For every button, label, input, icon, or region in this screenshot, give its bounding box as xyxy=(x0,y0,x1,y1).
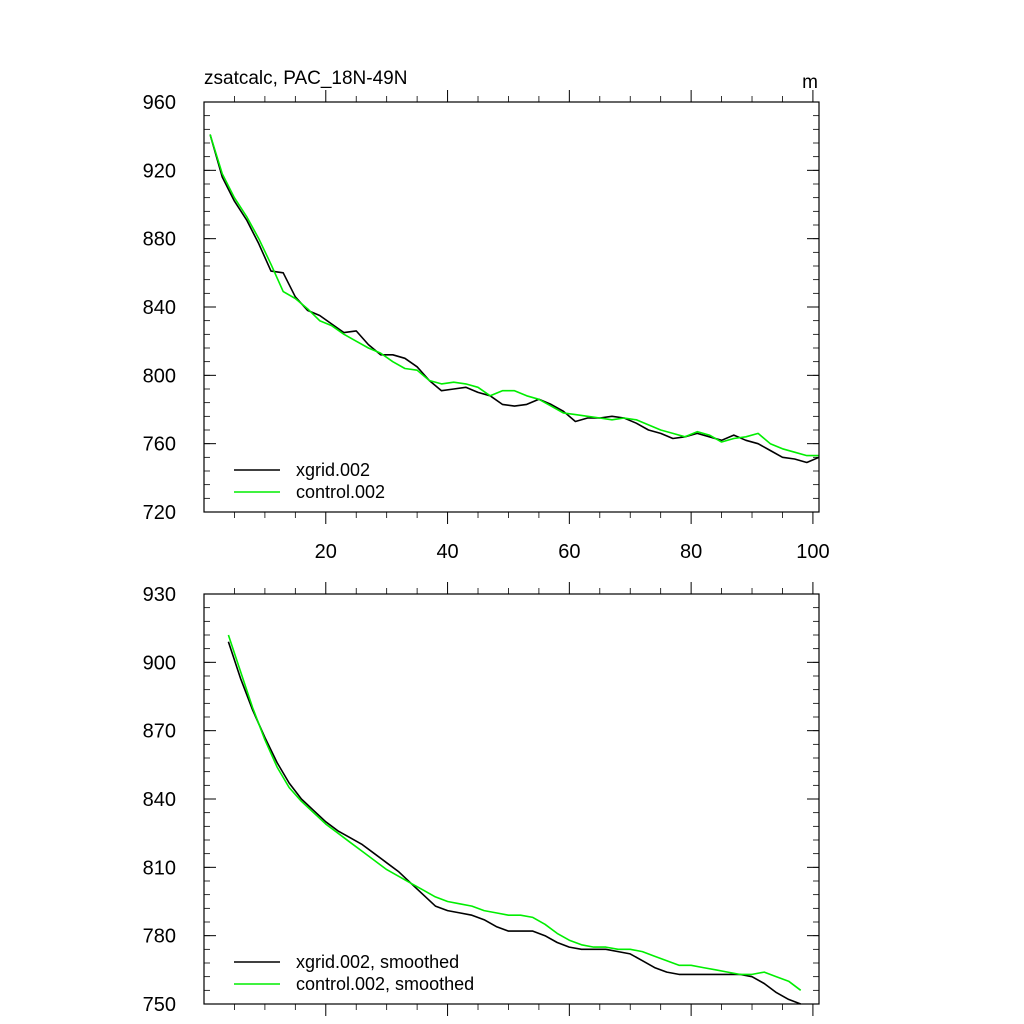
top-tick-marks xyxy=(204,90,819,524)
x-tick-label: 40 xyxy=(436,541,458,563)
units-label: m xyxy=(802,72,818,93)
bottom-panel: 750 780 810 840 870 900 930 xgrid.002, smoothe… xyxy=(143,582,820,1016)
y-tick-label: 920 xyxy=(143,160,176,182)
bottom-plot-frame xyxy=(203,593,820,1005)
y-tick-label: 840 xyxy=(143,297,176,319)
plot-title: zsatcalc, PAC_18N-49N xyxy=(204,68,407,89)
y-tick-label: 760 xyxy=(143,434,176,456)
y-tick-label: 900 xyxy=(143,652,176,674)
y-tick-label: 720 xyxy=(143,502,176,524)
top-panel: zsatcalc, PAC_18N-49N m 720 760 800 840 880 9… xyxy=(143,68,830,563)
legend-label: xgrid.002, smoothed xyxy=(296,952,459,972)
top-tick-labels: 720 760 800 840 880 920 960 20 40 60 80 100 xyxy=(143,92,830,563)
y-tick-label: 750 xyxy=(143,994,176,1016)
series-line-xgrid-002-smoothed xyxy=(227,641,801,1005)
legend-label: control.002 xyxy=(296,482,385,502)
y-tick-label: 780 xyxy=(143,926,176,948)
series-line-xgrid-002 xyxy=(209,134,820,464)
x-tick-label: 100 xyxy=(796,541,829,563)
top-plot-frame xyxy=(203,101,820,513)
y-tick-label: 800 xyxy=(143,365,176,387)
y-tick-label: 930 xyxy=(143,584,176,606)
y-tick-label: 810 xyxy=(143,857,176,879)
series-line-control-002-smoothed xyxy=(227,634,802,991)
y-tick-label: 880 xyxy=(143,229,176,251)
top-series-group xyxy=(209,134,820,464)
legend-label: xgrid.002 xyxy=(296,460,370,480)
series-line-control-002 xyxy=(209,134,819,457)
legend-label: control.002, smoothed xyxy=(296,974,474,994)
x-tick-label: 60 xyxy=(558,541,580,563)
y-tick-label: 960 xyxy=(143,92,176,114)
y-tick-label: 870 xyxy=(143,721,176,743)
x-tick-label: 80 xyxy=(680,541,702,563)
bottom-tick-marks xyxy=(204,582,819,1016)
y-tick-label: 840 xyxy=(143,789,176,811)
bottom-tick-labels: 750 780 810 840 870 900 930 xyxy=(143,584,176,1016)
x-tick-label: 20 xyxy=(315,541,337,563)
bottom-series-group xyxy=(227,634,802,1005)
